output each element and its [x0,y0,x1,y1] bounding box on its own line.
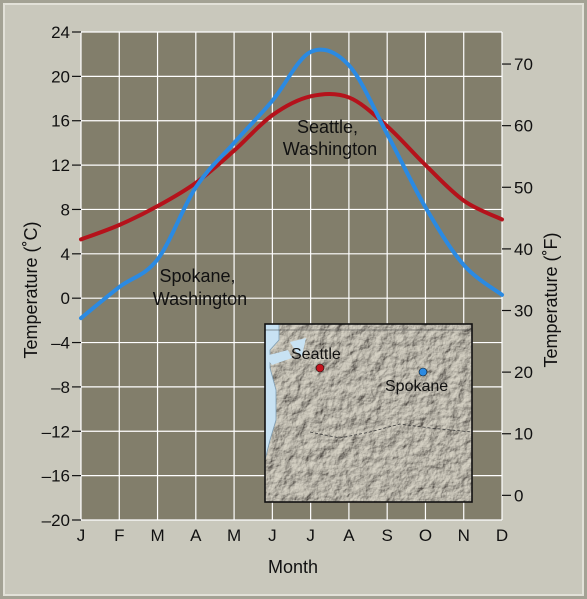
y-left-tick-label: 8 [61,200,70,219]
spokane-annotation-line2: Washington [153,289,247,309]
x-tick-label: A [190,526,202,545]
y-right-tick-label: 70 [514,55,533,74]
inset-map: Seattle Spokane [264,323,473,503]
spokane-map-label: Spokane [385,378,448,395]
seattle-annotation-line1: Seattle, [297,117,358,137]
y-left-tick-label: –20 [42,511,70,530]
x-tick-label: J [306,526,315,545]
strait-water [265,350,292,365]
y-right-tick-label: 0 [514,486,523,505]
y-right-tick-label: 10 [514,425,533,444]
inset-map-border [264,323,473,503]
spokane-temperature-line [79,47,504,321]
y-left-tick-label: 0 [61,289,70,308]
seattle-map-label: Seattle [291,346,341,363]
y-left-tick-label: –16 [42,467,70,486]
spokane-annotation: Spokane, Washington [153,266,247,309]
tick-labels: 24201612840–4–8–12–16–20706050403020100J… [42,23,533,545]
y-left-tick-label: –12 [42,422,70,441]
y-right-tick-label: 40 [514,240,533,259]
y-right-tick-label: 50 [514,178,533,197]
x-tick-label: D [496,526,508,545]
x-tick-label: J [268,526,277,545]
x-tick-label: F [114,526,124,545]
x-tick-label: S [382,526,393,545]
seattle-annotation-line2: Washington [283,139,377,159]
y-left-tick-label: 24 [51,23,70,42]
x-tick-label: A [343,526,355,545]
x-axis-title: Month [268,557,318,577]
y-axis-title-right: Temperature (˚F) [541,232,561,367]
y-left-tick-label: –4 [51,334,70,353]
y-left-tick-label: –8 [51,378,70,397]
seattle-marker [315,363,325,373]
spokane-marker [418,367,428,377]
x-tick-label: M [227,526,241,545]
x-tick-label: N [458,526,470,545]
spokane-annotation-line1: Spokane, [159,266,235,286]
y-right-tick-label: 30 [514,302,533,321]
seattle-annotation: Seattle, Washington [283,117,377,159]
y-left-tick-label: 4 [61,245,70,264]
x-tick-label: O [419,526,432,545]
x-tick-label: M [150,526,164,545]
seattle-temperature-line [79,91,504,242]
y-right-tick-label: 60 [514,117,533,136]
y-left-tick-label: 20 [51,67,70,86]
x-tick-label: J [77,526,86,545]
state-border [309,423,472,439]
y-right-tick-label: 20 [514,363,533,382]
series-lines [79,47,504,321]
y-left-tick-label: 16 [51,112,70,131]
y-left-tick-label: 12 [51,156,70,175]
puget-sound-water [290,338,306,356]
y-axis-title-left: Temperature (˚C) [21,221,41,358]
